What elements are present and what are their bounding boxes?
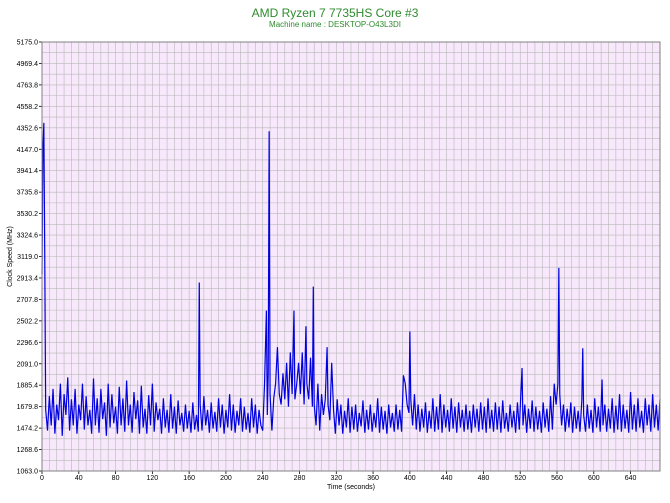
y-tick-label: 1679.8 [17,404,39,411]
y-tick-label: 3735.8 [17,190,39,197]
y-tick-label: 2707.8 [17,297,39,304]
y-axis-label: Clock Speed (MHz) [7,226,14,287]
y-tick-label: 1063.0 [17,469,39,476]
y-tick-label: 3324.6 [17,233,39,240]
y-tick-label: 5175.0 [17,40,39,47]
x-tick-label: 160 [183,475,195,482]
x-tick-label: 200 [220,475,232,482]
chart-subtitle: Machine name : DESKTOP-O43L3DI [269,20,401,29]
y-tick-label: 4352.6 [17,125,39,132]
grid-lines [41,41,661,472]
y-tick-label: 1885.4 [17,383,39,390]
x-tick-label: 400 [404,475,416,482]
y-tick-label: 2913.4 [17,275,39,282]
y-tick-label: 3941.4 [17,168,39,175]
plot-border [41,41,661,472]
x-tick-label: 560 [551,475,563,482]
y-tick-label: 2091.0 [17,361,39,368]
x-tick-label: 360 [367,475,379,482]
x-tick-label: 280 [294,475,306,482]
y-tick-label: 4147.0 [17,147,39,154]
chart-title: AMD Ryzen 7 7735HS Core #3 [251,6,419,20]
x-tick-label: 40 [75,475,83,482]
x-tick-label: 480 [478,475,490,482]
x-axis-label: Time (seconds) [327,484,375,491]
y-tick-label: 3530.2 [17,211,39,218]
x-tick-label: 240 [257,475,269,482]
y-tick-label: 3119.0 [17,254,38,261]
series-line [41,122,661,436]
x-tick-label: 640 [625,475,637,482]
x-tick-label: 120 [147,475,159,482]
x-tick-label: 440 [441,475,453,482]
y-tick-label: 2296.6 [17,340,39,347]
y-tick-label: 1474.2 [17,426,39,433]
x-tick-label: 520 [514,475,526,482]
x-tick-label: 80 [112,475,120,482]
x-tick-label: 0 [40,475,44,482]
y-tick-label: 4558.2 [17,104,39,111]
y-tick-label: 4763.8 [17,82,39,89]
x-tick-label: 600 [588,475,600,482]
y-tick-label: 4969.4 [17,61,39,68]
x-tick-label: 320 [330,475,342,482]
y-tick-label: 1268.6 [17,447,39,454]
y-tick-label: 2502.2 [17,318,39,325]
